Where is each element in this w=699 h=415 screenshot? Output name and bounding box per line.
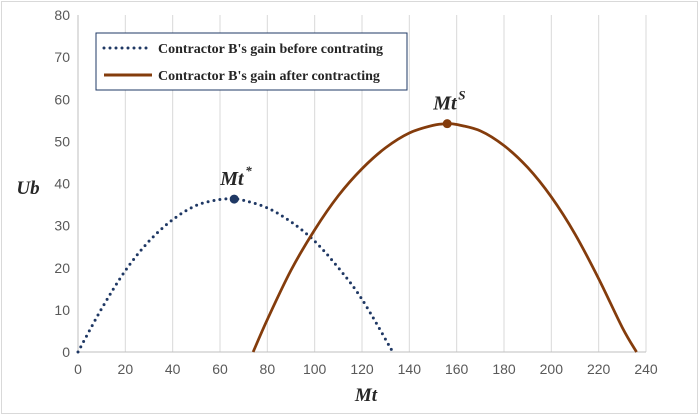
legend-label-2: Contractor B's gain after contracting <box>158 69 380 84</box>
y-tick-label: 0 <box>62 344 70 360</box>
x-tick-label: 140 <box>398 361 422 377</box>
legend-label-1: Contractor B's gain before contrating <box>158 42 383 57</box>
series-line-1 <box>76 197 395 354</box>
legend-box <box>95 32 408 91</box>
x-tick-label: 180 <box>492 361 516 377</box>
x-tick-label: 200 <box>540 361 564 377</box>
x-axis-title: Mt <box>354 385 378 406</box>
annotation-marker-2 <box>442 119 452 129</box>
x-tick-label: 100 <box>303 361 327 377</box>
x-tick-label: 220 <box>587 361 611 377</box>
x-tick-label: 20 <box>118 361 134 377</box>
y-tick-label: 10 <box>54 302 70 318</box>
annotation-sup-1: * <box>245 163 252 178</box>
x-tick-label: 40 <box>165 361 181 377</box>
x-tick-label: 0 <box>74 361 82 377</box>
y-tick-label: 80 <box>54 7 70 23</box>
annotation-sup-2: S <box>458 88 465 103</box>
x-tick-label: 160 <box>445 361 469 377</box>
x-tick-label: 240 <box>634 361 658 377</box>
x-tick-label: 120 <box>350 361 374 377</box>
y-tick-label: 40 <box>54 176 70 192</box>
y-tick-label: 50 <box>54 133 70 149</box>
annotation-label-2: Mt <box>432 93 458 115</box>
series-line-2 <box>251 122 638 353</box>
y-tick-label: 60 <box>54 91 70 107</box>
y-axis-title: Ub <box>16 178 39 199</box>
y-tick-label: 70 <box>54 49 70 65</box>
annotation-label-1: Mt <box>219 168 245 190</box>
y-tick-label: 30 <box>54 218 70 234</box>
y-tick-label: 20 <box>54 260 70 276</box>
x-tick-label: 80 <box>260 361 276 377</box>
annotation-marker-1 <box>229 194 239 204</box>
x-tick-label: 60 <box>212 361 228 377</box>
